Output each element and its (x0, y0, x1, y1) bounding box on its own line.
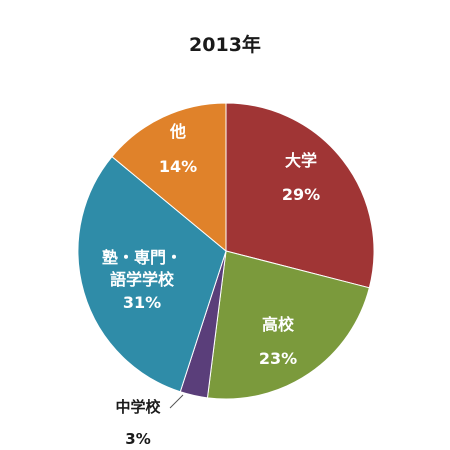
slice-percent-label: 31% (123, 293, 161, 312)
slice-category-label: 高校 (262, 315, 295, 334)
slice-percent-label: 14% (159, 157, 197, 176)
slice-category-label: 中学校 (115, 398, 161, 416)
pie-slice-4 (111, 102, 227, 253)
slice-category-label: 塾・専門・ (102, 248, 182, 267)
pie-slice-3 (77, 155, 227, 393)
slice-percent-label: 29% (282, 185, 320, 204)
slice-category-label: 他 (169, 122, 186, 141)
slice-category-label: 語学学校 (110, 270, 175, 289)
leader-line (169, 394, 184, 409)
slice-percent-label: 23% (259, 349, 297, 368)
slice-category-label: 大学 (285, 151, 317, 170)
pie-slice-1 (206, 250, 370, 400)
chart-title: 2013年 (189, 34, 261, 56)
pie-slice-0 (225, 102, 375, 289)
slice-percent-label: 3% (125, 430, 150, 448)
